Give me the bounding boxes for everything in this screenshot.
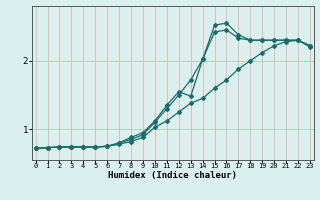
X-axis label: Humidex (Indice chaleur): Humidex (Indice chaleur) <box>108 171 237 180</box>
